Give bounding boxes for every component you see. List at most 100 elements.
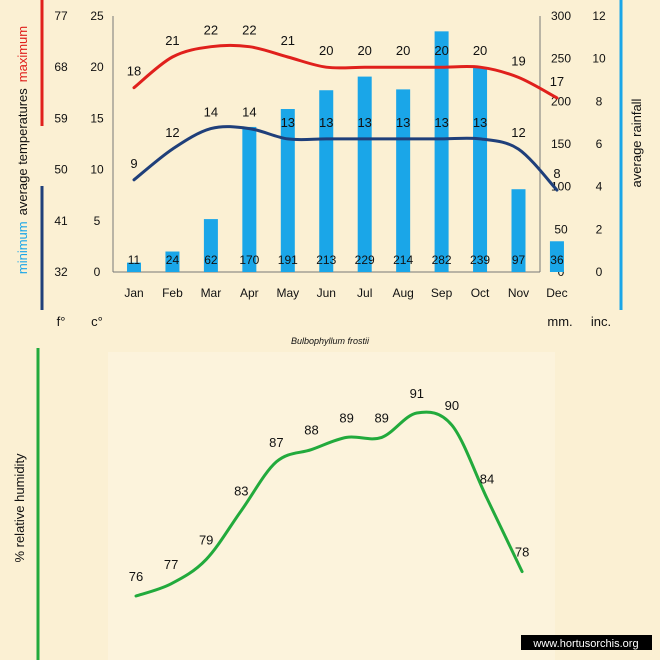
- humidity-line: [134, 410, 524, 598]
- mm-tick-label: 300: [551, 9, 571, 23]
- rainfall-bar: [473, 68, 488, 272]
- minimum-value-label: 13: [396, 115, 410, 130]
- celsius-tick-label: 10: [90, 163, 104, 177]
- celsius-tick-label: 20: [90, 60, 104, 74]
- humidity-value-label: 83: [234, 484, 248, 499]
- minimum-value-label: 14: [242, 105, 256, 120]
- fahrenheit-tick-label: 59: [54, 111, 68, 125]
- maximum-value-label: 20: [434, 43, 448, 58]
- maximum-value-label: 18: [127, 64, 141, 79]
- humidity-value-label: 89: [339, 410, 353, 425]
- minimum-value-label: 13: [473, 115, 487, 130]
- watermark-text: www.hortusorchis.org: [532, 638, 638, 650]
- maximum-value-label: 22: [242, 23, 256, 38]
- unit-mm: mm.: [547, 314, 572, 329]
- minimum-value-label: 13: [357, 115, 371, 130]
- fahrenheit-tick-label: 50: [54, 163, 68, 177]
- inches-tick-label: 0: [596, 265, 603, 279]
- rainfall-bar: [280, 109, 295, 272]
- fahrenheit-tick-label: 32: [54, 265, 68, 279]
- humidity-axis-title: % relative humidity: [12, 453, 27, 563]
- rainfall-bar: [357, 76, 372, 272]
- month-tick-label: Oct: [471, 286, 490, 300]
- maximum-value-label: 21: [165, 33, 179, 48]
- maximum-value-label: 20: [473, 43, 487, 58]
- minimum-value-label: 8: [553, 166, 560, 181]
- minimum-value-label: 9: [130, 156, 137, 171]
- maximum-word: maximum: [15, 26, 30, 82]
- y-axis-title-right: average rainfall: [629, 98, 644, 187]
- mm-tick-label: 150: [551, 137, 571, 151]
- humidity-value-label: 77: [164, 557, 178, 572]
- month-tick-label: Jun: [317, 286, 336, 300]
- rainfall-value-label: 11: [128, 253, 141, 267]
- rainfall-bar: [203, 219, 218, 272]
- rainfall-bar: [127, 262, 141, 272]
- rainfall-value-label: 62: [204, 253, 218, 267]
- humidity-plot-area: [108, 352, 555, 660]
- humidity-value-label: 88: [304, 423, 318, 438]
- unit-fahrenheit: f°: [57, 314, 66, 329]
- inches-tick-label: 6: [596, 137, 603, 151]
- rainfall-bar: [434, 31, 449, 272]
- month-tick-label: Aug: [392, 286, 413, 300]
- maximum-value-label: 20: [357, 43, 371, 58]
- unit-inches: inc.: [591, 314, 611, 329]
- rainfall-bar: [549, 241, 564, 272]
- month-tick-label: Jul: [357, 286, 372, 300]
- month-tick-label: Sep: [431, 286, 453, 300]
- minimum-value-label: 13: [281, 115, 295, 130]
- y-axis-title-left: minimum average temperatures maximum: [15, 26, 30, 274]
- maximum-value-label: 22: [204, 23, 218, 38]
- fahrenheit-tick-label: 77: [54, 9, 68, 23]
- minimum-temperature-line: [132, 125, 559, 192]
- maximum-value-label: 21: [281, 33, 295, 48]
- maximum-value-label: 20: [319, 43, 333, 58]
- minimum-value-label: 12: [511, 125, 525, 140]
- maximum-value-label: 17: [550, 74, 564, 89]
- chart-title: Bulbophyllum frostii: [291, 336, 370, 346]
- humidity-value-label: 79: [199, 532, 213, 547]
- rainfall-bar: [165, 251, 180, 272]
- humidity-value-label: 91: [410, 386, 424, 401]
- celsius-tick-label: 5: [94, 214, 101, 228]
- minimum-value-label: 12: [165, 125, 179, 140]
- inches-tick-label: 12: [592, 9, 606, 23]
- humidity-value-label: 90: [445, 398, 459, 413]
- rainfall-value-label: 36: [550, 253, 564, 267]
- inches-tick-label: 4: [596, 180, 603, 194]
- rainfall-bar: [511, 189, 526, 272]
- rainfall-bar: [319, 90, 334, 273]
- fahrenheit-tick-label: 68: [54, 60, 68, 74]
- rainfall-bar: [396, 89, 411, 273]
- maximum-value-label: 20: [396, 43, 410, 58]
- mm-tick-label: 50: [554, 222, 568, 236]
- inches-tick-label: 8: [596, 94, 603, 108]
- month-tick-label: Dec: [546, 286, 567, 300]
- rainfall-value-label: 213: [316, 253, 336, 267]
- rainfall-value-label: 239: [470, 253, 490, 267]
- minimum-value-label: 14: [204, 105, 218, 120]
- celsius-tick-label: 0: [94, 265, 101, 279]
- inches-tick-label: 10: [592, 52, 606, 66]
- mm-tick-label: 250: [551, 52, 571, 66]
- minimum-value-label: 13: [319, 115, 333, 130]
- rainfall-bar: [242, 126, 257, 272]
- month-tick-label: Apr: [240, 286, 259, 300]
- rainfall-value-label: 229: [355, 253, 375, 267]
- humidity-value-label: 89: [374, 410, 388, 425]
- rainfall-value-label: 170: [239, 253, 259, 267]
- rainfall-value-label: 214: [393, 253, 413, 267]
- humidity-value-label: 84: [480, 471, 494, 486]
- celsius-tick-label: 15: [90, 111, 104, 125]
- month-tick-label: Jan: [124, 286, 143, 300]
- watermark-box: [521, 635, 652, 650]
- minimum-word: minimum: [15, 221, 30, 274]
- celsius-tick-label: 25: [90, 9, 104, 23]
- month-tick-label: Mar: [201, 286, 222, 300]
- humidity-value-label: 76: [129, 569, 143, 584]
- rainfall-value-label: 24: [166, 253, 180, 267]
- unit-celsius: c°: [91, 314, 103, 329]
- maximum-value-label: 19: [511, 53, 525, 68]
- average-temperatures-words: average temperatures: [15, 88, 30, 216]
